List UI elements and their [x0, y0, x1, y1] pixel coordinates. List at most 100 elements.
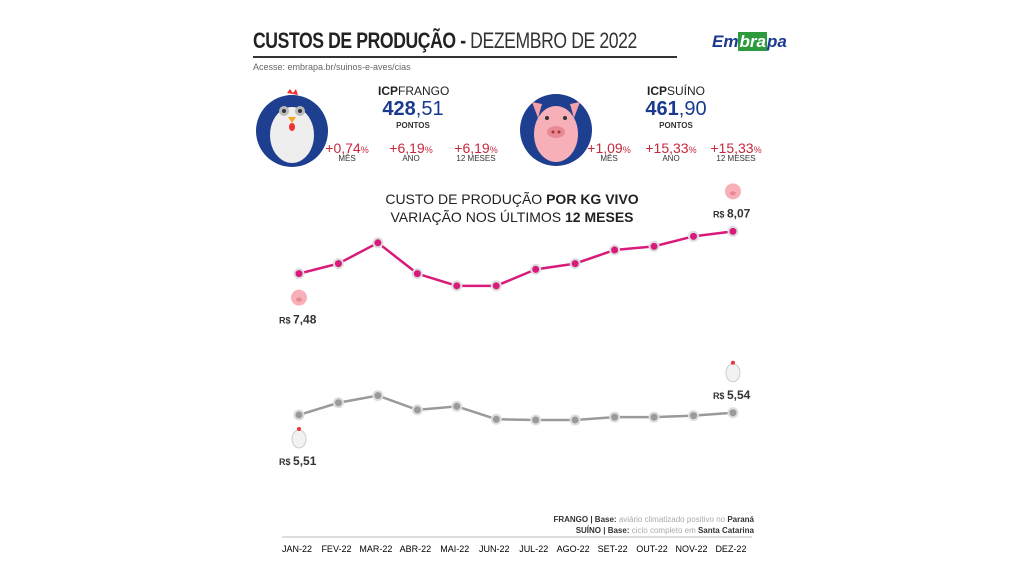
x-tick-label: FEV-22 [321, 544, 351, 554]
pig-start_label-label: R$ 7,48 [279, 313, 317, 327]
icp-name: FRANGO [398, 84, 450, 98]
chicken-comb [297, 426, 301, 431]
stat-2: +6,19% 12 MESES [445, 140, 507, 163]
pig-point [334, 260, 342, 268]
stat-label: MÊS [338, 154, 356, 163]
chicken-icon [291, 429, 307, 449]
pig-point [690, 232, 697, 240]
value: 5,51 [293, 454, 317, 468]
stat-label: ANO [402, 154, 420, 163]
chicken-icon [256, 89, 328, 167]
chart-title: CUSTO DE PRODUÇÃO POR KG VIVO VARIAÇÃO N… [0, 190, 1024, 226]
chicken-point [729, 409, 737, 417]
x-tick-label: ABR-22 [400, 544, 432, 554]
note-place: Santa Catarina [697, 526, 754, 535]
icp-int: 428 [382, 98, 416, 120]
chicken-point [611, 413, 619, 421]
chicken-point [571, 416, 579, 424]
note-label: FRANGO | Base: [553, 515, 617, 524]
note-text: aviário climatizado positivo no [616, 515, 728, 524]
stat-label: 12 MESES [716, 154, 756, 163]
pig-snout [729, 191, 736, 196]
chart-title-l1-bold: POR KG VIVO [546, 191, 639, 207]
chicken-point [334, 399, 342, 407]
x-tick-label: MAR-22 [359, 544, 392, 554]
chicken-point [413, 406, 421, 414]
pig-point [729, 227, 737, 235]
icp-prefix: ICP [646, 84, 667, 98]
x-tick-label: MAI-22 [440, 544, 469, 554]
stat-value: +15,33 [645, 140, 689, 156]
icp-name: SUÍNO [667, 84, 706, 98]
pig-point [453, 282, 461, 290]
pig-point [413, 270, 421, 278]
chart-title-l2-bold: 12 MESES [565, 209, 634, 225]
stat-value: +1,09 [587, 140, 623, 156]
logo-pre: Em [712, 32, 739, 51]
chicken-point [295, 411, 303, 419]
stat-1: +6,19% ANO [380, 140, 442, 163]
stat-1: +15,33% ANO [640, 140, 702, 163]
stat-pct: % [753, 145, 762, 155]
stat-pct: % [360, 145, 369, 155]
chart-notes: FRANGO | Base: aviário climatizado posit… [553, 514, 754, 536]
logo-mid: bra [738, 32, 767, 51]
icp-frango-block: ICPFRANGO 428,51 PONTOS [378, 84, 450, 130]
title-light: DEZEMBRO DE 2022 [470, 28, 637, 53]
pig-end_label-label: R$ 8,07 [713, 206, 751, 220]
value: 5,54 [727, 388, 751, 402]
icp-unit: PONTOS [396, 121, 430, 130]
icp-suino-block: ICPSUÍNO 461,90 PONTOS [641, 84, 711, 130]
chicken-point [690, 412, 697, 420]
x-tick-label: JUN-22 [479, 544, 510, 554]
stat-value: +0,74 [325, 140, 361, 156]
stat-pct: % [489, 145, 498, 155]
icp-unit: PONTOS [659, 121, 693, 130]
pig-point [492, 282, 500, 290]
note-frango: FRANGO | Base: aviário climatizado posit… [553, 514, 754, 525]
access-link: Acesse: embrapa.br/suinos-e-aves/cias [253, 62, 411, 72]
stat-value: +6,19 [389, 140, 425, 156]
stat-label: ANO [662, 154, 680, 163]
chicken-end_label-label: R$ 5,54 [713, 388, 751, 402]
x-tick-label: NOV-22 [675, 544, 707, 554]
note-place: Paraná [727, 515, 754, 524]
value: 8,07 [727, 206, 751, 220]
stat-pct: % [424, 145, 433, 155]
x-tick-label: JAN-22 [282, 544, 312, 554]
logo-post: pa [766, 32, 787, 51]
chicken-start_label-label: R$ 5,51 [279, 454, 317, 468]
note-label: SUÍNO | Base: [575, 526, 630, 535]
pig-point [295, 270, 303, 278]
icp-prefix: ICP [378, 84, 399, 98]
note-text: ciclo completo em [629, 526, 698, 535]
currency: R$ [713, 391, 727, 401]
page-title: CUSTOS DE PRODUÇÃO - DEZEMBRO DE 2022 [253, 28, 637, 54]
value: 7,48 [293, 313, 317, 327]
x-tick-label: DEZ-22 [715, 544, 746, 554]
chicken-comb [730, 360, 735, 365]
x-tick-label: JUL-22 [519, 544, 548, 554]
chicken-point [453, 402, 461, 410]
chicken-icon [725, 363, 741, 383]
stat-pct: % [688, 145, 697, 155]
x-tick-label: OUT-22 [636, 544, 668, 554]
stat-2: +15,33% 12 MESES [705, 140, 767, 163]
currency: R$ [279, 316, 293, 326]
pig-point [571, 260, 579, 268]
x-tick-label: AGO-22 [557, 544, 590, 554]
pig-point [650, 242, 658, 250]
stat-0: +1,09% MÊS [578, 140, 640, 163]
currency: R$ [713, 209, 727, 219]
stat-value: +6,19 [454, 140, 490, 156]
stat-label: 12 MESES [456, 154, 496, 163]
chart-title-l1: CUSTO DE PRODUÇÃO [385, 191, 547, 207]
chicken-point [532, 416, 540, 424]
pig-point [374, 239, 382, 247]
note-suino: SUÍNO | Base: ciclo completo em Santa Ca… [553, 525, 754, 536]
chicken-point [650, 413, 658, 421]
title-divider [253, 56, 677, 58]
currency: R$ [279, 457, 293, 467]
icp-dec: ,51 [415, 98, 444, 120]
